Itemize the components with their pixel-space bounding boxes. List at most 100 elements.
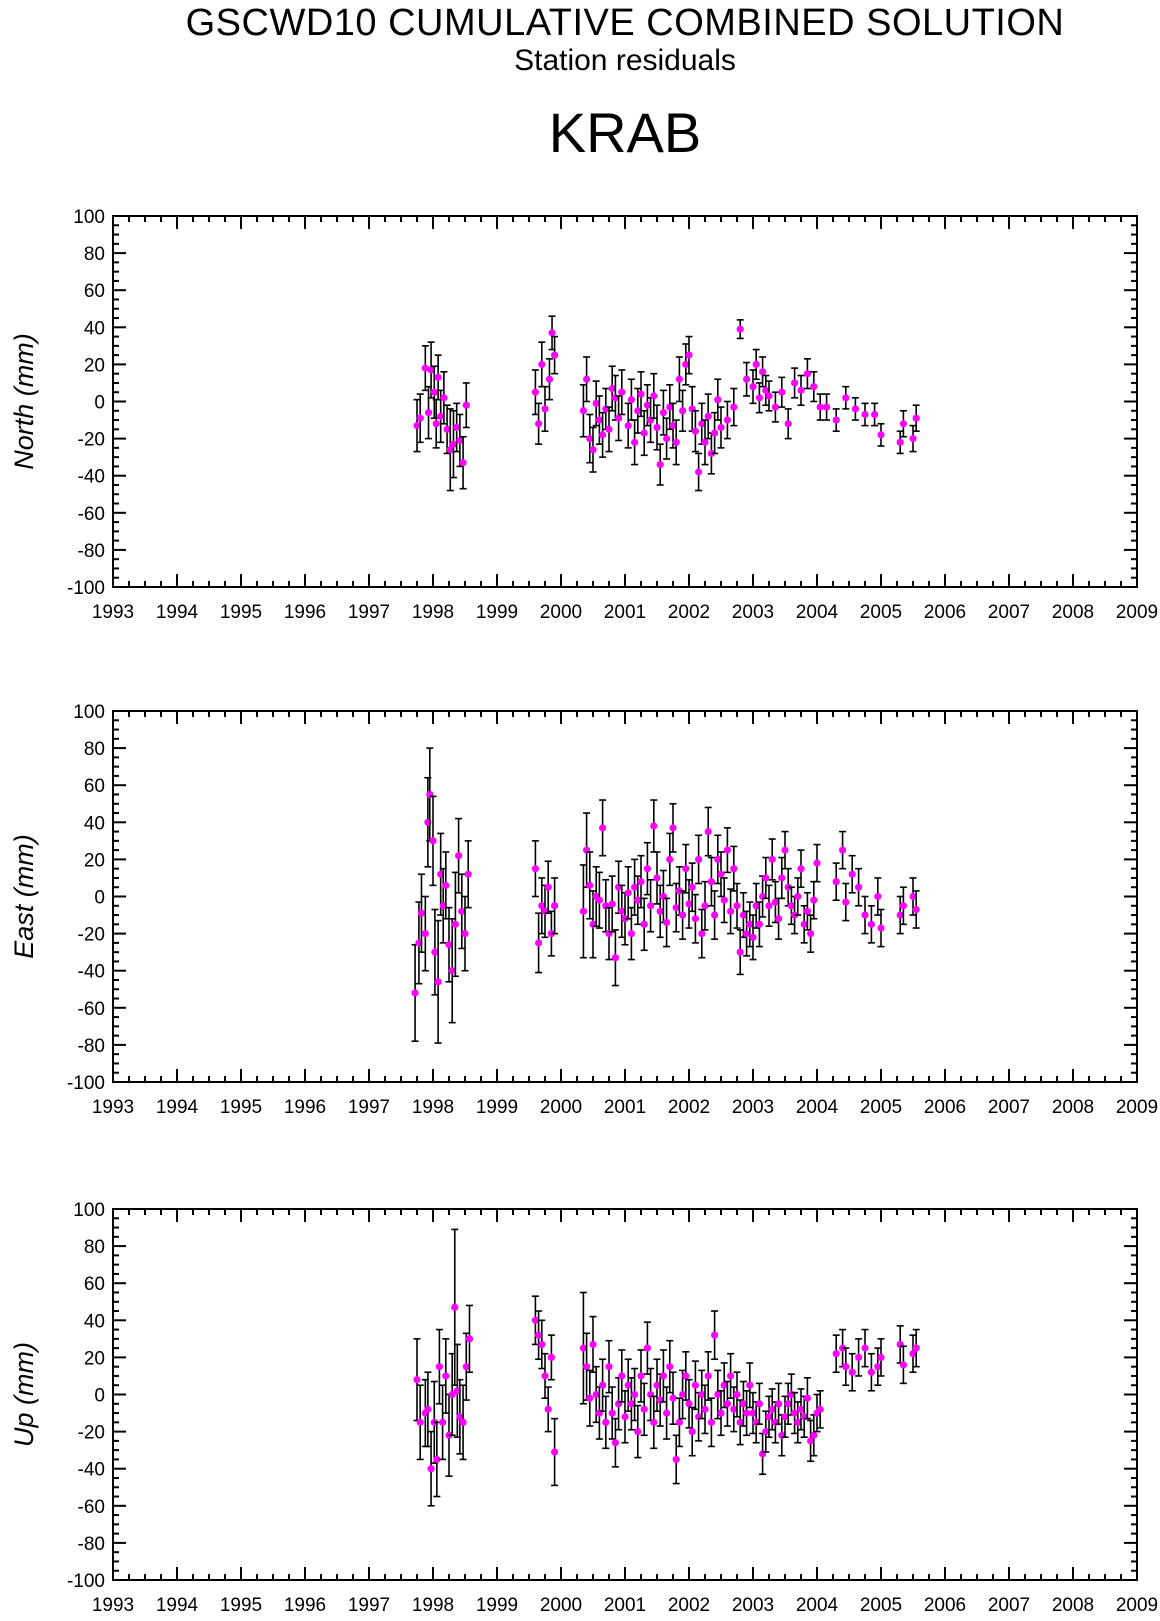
data-point xyxy=(803,370,812,378)
x-tick-label: 2008 xyxy=(1052,1097,1094,1118)
data-point xyxy=(417,909,426,917)
data-point xyxy=(669,1394,677,1402)
y-tick-label: 80 xyxy=(84,244,105,265)
data-point xyxy=(595,416,604,424)
data-point xyxy=(695,468,703,476)
data-point xyxy=(896,911,904,919)
data-point xyxy=(848,870,856,878)
x-tick-label: 2001 xyxy=(604,1097,646,1118)
data-point xyxy=(663,918,671,927)
data-point xyxy=(736,948,744,956)
y-tick-label: -60 xyxy=(78,999,105,1020)
x-tick-label: 1993 xyxy=(92,1097,134,1118)
data-point xyxy=(781,846,789,854)
x-tick-label: 2004 xyxy=(796,1595,839,1616)
data-point xyxy=(688,1428,696,1436)
data-point xyxy=(797,1405,805,1413)
y-tick-label: 60 xyxy=(84,1274,105,1295)
x-tick-label: 1999 xyxy=(476,1097,518,1118)
data-point xyxy=(643,1344,652,1352)
data-point xyxy=(627,396,636,404)
data-point xyxy=(874,892,882,901)
data-point xyxy=(643,865,652,873)
data-point xyxy=(455,852,463,860)
data-point xyxy=(762,1428,770,1436)
data-point xyxy=(688,883,696,891)
data-point xyxy=(637,390,645,398)
data-point xyxy=(810,383,818,391)
x-tick-label: 2000 xyxy=(540,602,582,623)
data-point xyxy=(912,1344,920,1352)
data-point xyxy=(816,403,824,411)
y-tick-label: 100 xyxy=(73,1200,105,1221)
data-point xyxy=(832,416,840,424)
y-tick-label: 80 xyxy=(84,1237,105,1258)
data-point xyxy=(714,396,722,404)
data-point xyxy=(736,1418,744,1426)
chart-subtitle: Station residuals xyxy=(514,44,736,77)
data-point xyxy=(813,859,821,867)
x-tick-label: 2006 xyxy=(924,602,966,623)
x-tick-label: 2000 xyxy=(540,1097,582,1118)
data-point xyxy=(791,379,799,387)
data-point xyxy=(717,870,725,878)
data-point xyxy=(791,1409,799,1417)
x-tick-label: 2009 xyxy=(1116,1097,1158,1118)
data-point xyxy=(781,1413,789,1421)
x-tick-label: 1998 xyxy=(412,1595,454,1616)
data-point xyxy=(899,1361,908,1369)
x-tick-label: 2005 xyxy=(860,1595,902,1616)
data-point xyxy=(453,423,461,432)
data-point xyxy=(778,388,786,396)
data-point xyxy=(877,431,885,439)
data-point xyxy=(640,920,648,928)
data-point xyxy=(714,1390,722,1399)
data-point xyxy=(544,1405,552,1413)
data-point xyxy=(755,394,764,402)
data-point xyxy=(861,1344,869,1352)
data-point xyxy=(832,1350,840,1358)
x-tick-label: 1993 xyxy=(92,1595,134,1616)
data-point xyxy=(602,1418,610,1426)
data-point xyxy=(589,446,597,454)
data-point xyxy=(669,422,677,430)
data-point xyxy=(424,409,433,417)
data-point xyxy=(413,1376,421,1384)
data-point xyxy=(794,892,802,901)
data-point xyxy=(704,412,712,420)
data-point xyxy=(624,889,632,897)
data-point xyxy=(663,1409,671,1417)
data-point xyxy=(448,967,456,975)
data-point xyxy=(755,1400,764,1408)
x-tick-label: 2001 xyxy=(604,602,646,623)
data-point xyxy=(615,414,623,422)
data-point xyxy=(666,855,674,864)
data-point xyxy=(440,394,448,402)
data-point xyxy=(663,435,671,443)
data-point xyxy=(848,1368,856,1376)
data-point xyxy=(720,1381,728,1389)
x-tick-label: 1997 xyxy=(348,602,390,623)
data-point xyxy=(842,898,850,906)
data-point xyxy=(679,911,687,919)
x-tick-label: 1999 xyxy=(476,602,518,623)
data-point xyxy=(851,405,860,413)
data-point xyxy=(727,907,735,915)
data-point xyxy=(656,907,664,915)
data-point xyxy=(586,435,594,443)
data-point xyxy=(803,1394,812,1402)
y-tick-label: 100 xyxy=(73,702,105,723)
data-point xyxy=(685,1400,693,1408)
data-point xyxy=(717,423,725,432)
x-tick-label: 2005 xyxy=(860,1097,902,1118)
data-point xyxy=(707,1418,716,1426)
data-point xyxy=(701,902,709,910)
data-point xyxy=(711,911,719,919)
data-point xyxy=(717,1409,725,1417)
y-tick-label: 0 xyxy=(94,888,105,909)
data-point xyxy=(618,907,626,915)
data-point xyxy=(659,1372,668,1380)
plot-north: 1993 1994 1995 1996 1997 1998 1999 2000 2001 2002… xyxy=(9,207,1158,623)
data-point xyxy=(672,904,680,912)
